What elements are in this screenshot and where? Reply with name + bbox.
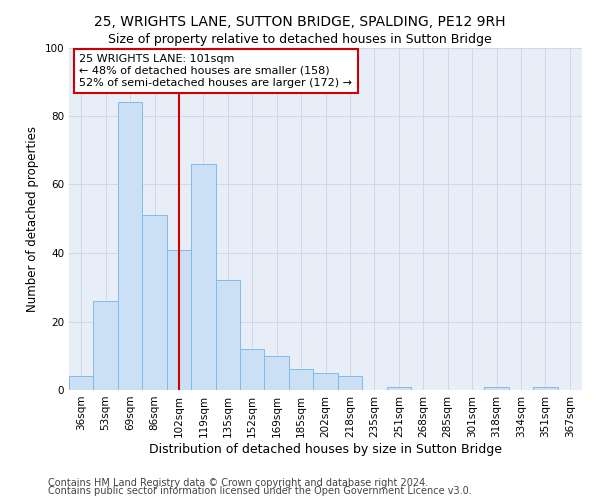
Text: Contains HM Land Registry data © Crown copyright and database right 2024.: Contains HM Land Registry data © Crown c… — [48, 478, 428, 488]
Y-axis label: Number of detached properties: Number of detached properties — [26, 126, 39, 312]
Bar — [338, 376, 362, 390]
X-axis label: Distribution of detached houses by size in Sutton Bridge: Distribution of detached houses by size … — [149, 442, 502, 456]
Text: Contains public sector information licensed under the Open Government Licence v3: Contains public sector information licen… — [48, 486, 472, 496]
Bar — [142, 216, 167, 390]
Text: 25 WRIGHTS LANE: 101sqm
← 48% of detached houses are smaller (158)
52% of semi-d: 25 WRIGHTS LANE: 101sqm ← 48% of detache… — [79, 54, 352, 88]
Bar — [484, 386, 509, 390]
Bar — [265, 356, 289, 390]
Bar — [167, 250, 191, 390]
Bar — [386, 386, 411, 390]
Bar — [118, 102, 142, 390]
Bar — [94, 301, 118, 390]
Bar — [69, 376, 94, 390]
Text: Size of property relative to detached houses in Sutton Bridge: Size of property relative to detached ho… — [108, 32, 492, 46]
Bar — [191, 164, 215, 390]
Bar — [215, 280, 240, 390]
Bar — [240, 349, 265, 390]
Bar — [289, 370, 313, 390]
Bar — [533, 386, 557, 390]
Text: 25, WRIGHTS LANE, SUTTON BRIDGE, SPALDING, PE12 9RH: 25, WRIGHTS LANE, SUTTON BRIDGE, SPALDIN… — [94, 15, 506, 29]
Bar — [313, 373, 338, 390]
